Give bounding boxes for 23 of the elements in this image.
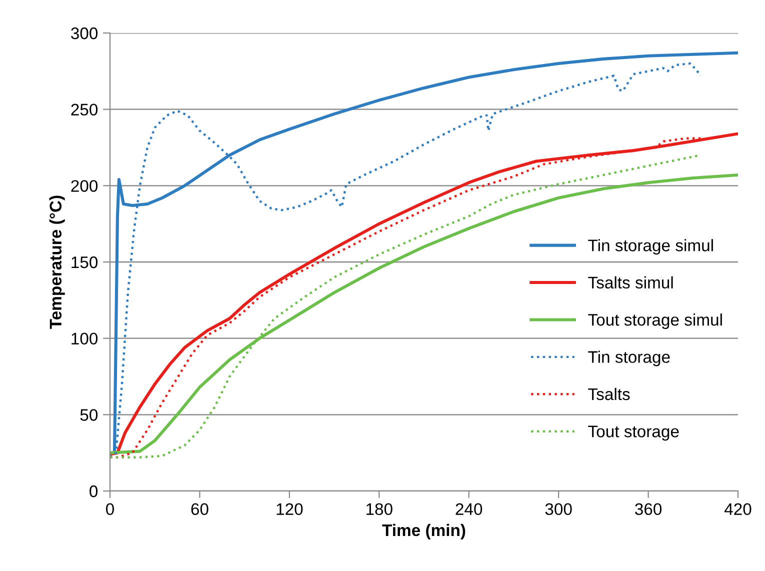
y-tick-label: 150 xyxy=(72,256,98,268)
y-axis-title: Temperature (°C) xyxy=(49,196,65,329)
y-tick-label: 250 xyxy=(71,104,98,116)
x-tick-label: 180 xyxy=(366,503,392,516)
legend-label: Tsalts simul xyxy=(588,276,673,289)
y-tick-label: 50 xyxy=(80,409,98,421)
x-axis-title: Time (min) xyxy=(382,524,466,540)
x-tick-label: 60 xyxy=(191,503,208,516)
y-tick-label: 0 xyxy=(90,485,98,498)
legend-label: Tin storage simul xyxy=(588,239,713,255)
x-tick-label: 360 xyxy=(635,503,662,516)
x-tick-label: 240 xyxy=(456,503,482,516)
y-tick-label: 200 xyxy=(71,180,98,192)
y-tick-label: 100 xyxy=(72,332,98,345)
x-tick-label: 0 xyxy=(106,503,114,516)
x-tick-label: 120 xyxy=(276,503,303,516)
x-tick-label: 300 xyxy=(545,503,572,516)
x-tick-label: 420 xyxy=(724,503,752,516)
legend-label: Tout storage xyxy=(588,426,679,441)
y-tick-label: 300 xyxy=(71,27,98,40)
legend-label: Tsalts xyxy=(588,388,630,400)
legend-label: Tout storage simul xyxy=(588,313,722,330)
legend-label: Tin storage xyxy=(588,350,670,366)
